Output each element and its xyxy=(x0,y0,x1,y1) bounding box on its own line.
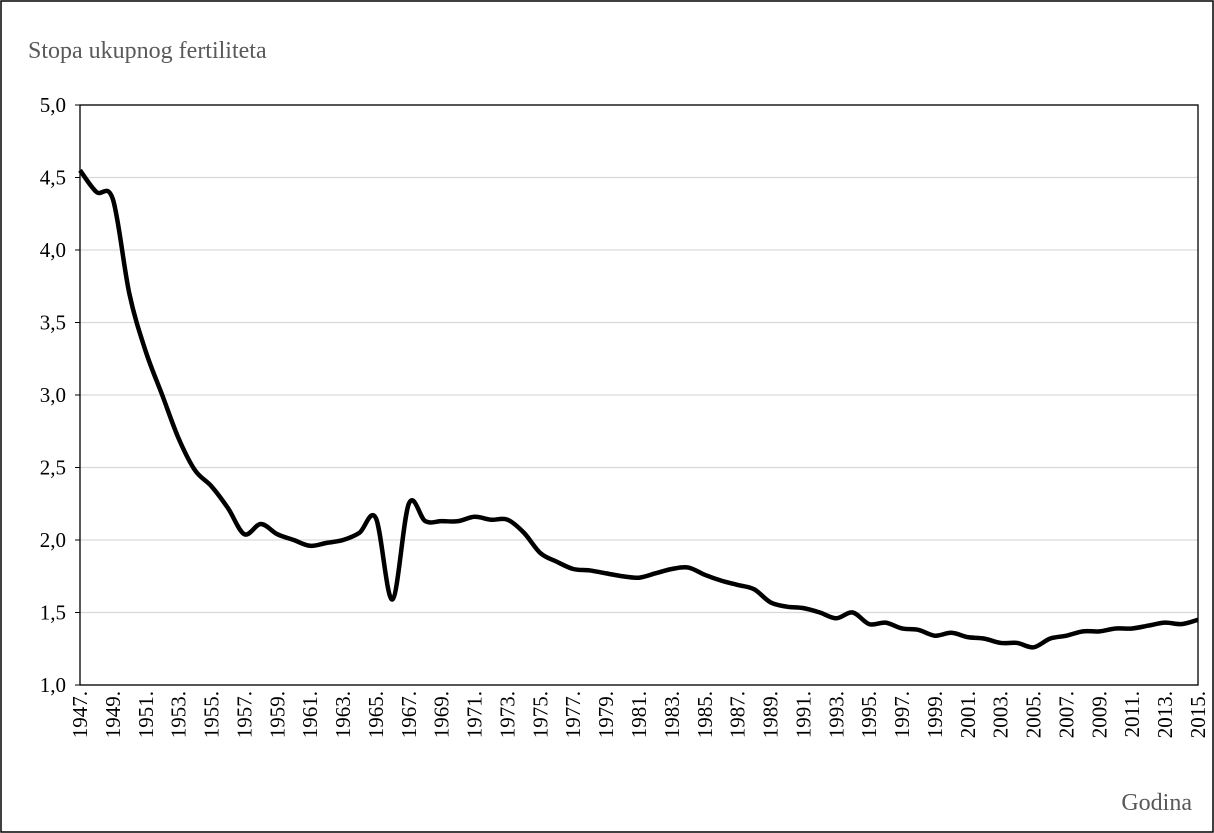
x-tick-label: 1979. xyxy=(594,691,618,738)
x-tick-label: 1947. xyxy=(68,691,92,738)
x-axis-label: Godina xyxy=(1121,790,1192,816)
x-tick-label: 2011. xyxy=(1120,691,1144,737)
x-tick-label: 1999. xyxy=(923,691,947,738)
line xyxy=(78,168,1199,650)
x-tick-label: 1953. xyxy=(167,691,191,738)
plot-border xyxy=(79,104,1199,686)
x-tick-label: 1971. xyxy=(463,691,487,738)
y-tick-label: 2,0 xyxy=(40,528,66,552)
x-tick-label: 1973. xyxy=(495,691,519,738)
x-tick-label: 1967. xyxy=(397,691,421,738)
x-tick-label: 1989. xyxy=(759,691,783,738)
y-tick-label: 1,5 xyxy=(40,601,66,625)
chart-title: Stopa ukupnog fertiliteta xyxy=(28,38,267,64)
x-tick-label: 1977. xyxy=(561,691,585,738)
x-tick-label: 2007. xyxy=(1054,691,1078,738)
x-tick-label: 1951. xyxy=(134,691,158,738)
x-tick-label: 1961. xyxy=(298,691,322,738)
x-tick-label: 2013. xyxy=(1153,691,1177,738)
x-tick-label: 2005. xyxy=(1022,691,1046,738)
x-tick-label: 1993. xyxy=(824,691,848,738)
x-tick-label: 2015. xyxy=(1186,691,1210,738)
x-tick-label: 2003. xyxy=(989,691,1013,738)
y-tick-label: 2,5 xyxy=(40,456,66,480)
y-tick-label: 5,0 xyxy=(40,93,66,117)
x-tick-label: 1991. xyxy=(791,691,815,738)
x-tick-label: 1985. xyxy=(693,691,717,738)
x-tick-label: 1959. xyxy=(265,691,289,738)
x-tick-label: 1969. xyxy=(430,691,454,738)
x-tick-label: 1997. xyxy=(890,691,914,738)
y-tick-label: 3,0 xyxy=(40,383,66,407)
x-tick-label: 1981. xyxy=(627,691,651,738)
x-tick-label: 1965. xyxy=(364,691,388,738)
x-tick-label: 1957. xyxy=(232,691,256,738)
x-tick-label: 2001. xyxy=(956,691,980,738)
x-tick-label: 1975. xyxy=(528,691,552,738)
y-tick-label: 1,0 xyxy=(40,673,66,697)
y-tick-label: 4,5 xyxy=(40,166,66,190)
x-tick-label: 1983. xyxy=(660,691,684,738)
x-tick-label: 1987. xyxy=(726,691,750,738)
y-tick-label: 3,5 xyxy=(40,311,66,335)
x-tick-label: 1995. xyxy=(857,691,881,738)
x-tick-label: 1955. xyxy=(200,691,224,738)
x-tick-label: 2009. xyxy=(1087,691,1111,738)
y-tick-label: 4,0 xyxy=(40,238,66,262)
x-tick-label: 1963. xyxy=(331,691,355,738)
x-tick-label: 1949. xyxy=(101,691,125,738)
